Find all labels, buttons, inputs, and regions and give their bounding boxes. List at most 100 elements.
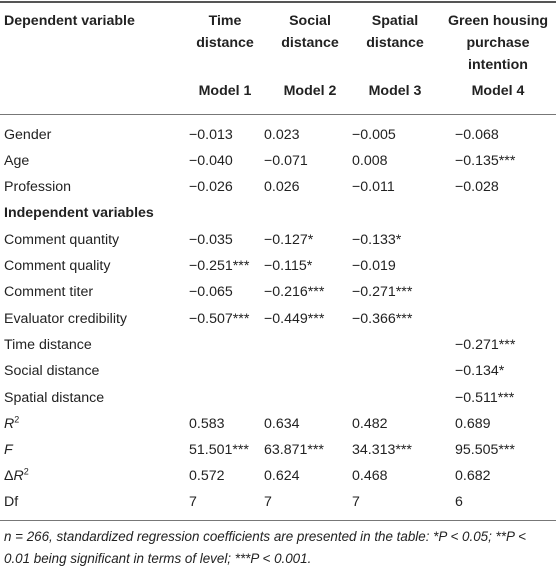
table-row: Social distance −0.134* xyxy=(0,358,556,384)
f-label: F xyxy=(4,442,13,458)
row-label: Profession xyxy=(4,179,72,195)
row-label-f: F xyxy=(4,437,13,463)
cell-model1: −0.035 xyxy=(189,232,233,248)
header-model1: Model 1 xyxy=(198,83,252,99)
table-row: Comment quantity −0.035 −0.127* −0.133* xyxy=(0,227,556,253)
table-row: R2 0.583 0.634 0.482 0.689 xyxy=(0,411,556,437)
header-col2-line2: distance xyxy=(281,35,339,51)
header-col3-title: Spatial distance xyxy=(350,10,440,54)
header-model3: Model 3 xyxy=(368,83,422,99)
cell-model3: 7 xyxy=(352,494,360,510)
dr2-sup: 2 xyxy=(23,466,29,477)
table-row: Comment titer −0.065 −0.216*** −0.271*** xyxy=(0,279,556,305)
header-col2-line1: Social xyxy=(289,13,331,29)
header-col3-line2: distance xyxy=(366,35,424,51)
row-label: Social distance xyxy=(4,363,100,379)
cell-model4: −0.028 xyxy=(455,179,499,195)
cell-model3: −0.011 xyxy=(352,179,395,195)
table-row: Time distance −0.271*** xyxy=(0,332,556,358)
cell-model4: 95.505*** xyxy=(455,442,515,458)
cell-model1: −0.040 xyxy=(189,153,233,169)
cell-model3: −0.271*** xyxy=(352,284,413,300)
section-heading: Independent variables xyxy=(4,205,154,221)
cell-model3: −0.366*** xyxy=(352,311,413,327)
dr2-base: R xyxy=(13,468,24,484)
row-label-delta-r2: ΔR2 xyxy=(4,463,29,489)
row-label: Age xyxy=(4,153,30,169)
cell-model3: −0.005 xyxy=(352,127,396,143)
cell-model1: 0.572 xyxy=(189,468,225,484)
cell-model1: −0.013 xyxy=(189,127,233,143)
row-label: Comment quantity xyxy=(4,232,120,248)
cell-model3: 34.313*** xyxy=(352,442,412,458)
cell-model4: −0.511*** xyxy=(455,390,515,406)
cell-model2: −0.071 xyxy=(264,153,308,169)
row-label: Spatial distance xyxy=(4,390,105,406)
cell-model2: −0.115* xyxy=(264,258,313,274)
table-row: Profession −0.026 0.026 −0.011 −0.028 xyxy=(0,174,556,200)
cell-model4: −0.134* xyxy=(455,363,505,379)
header-col1-title: Time distance xyxy=(185,10,265,54)
row-label: Time distance xyxy=(4,337,92,353)
cell-model2: 0.026 xyxy=(264,179,300,195)
cell-model4: −0.068 xyxy=(455,127,499,143)
cell-model1: 0.583 xyxy=(189,416,225,432)
cell-model4: −0.271*** xyxy=(455,337,516,353)
table-top-rule xyxy=(0,1,556,3)
table-row: Evaluator credibility −0.507*** −0.449**… xyxy=(0,306,556,332)
row-label-r2: R2 xyxy=(4,411,19,437)
cell-model2: 63.871*** xyxy=(264,442,324,458)
row-label: Df xyxy=(4,494,19,510)
row-label: Comment quality xyxy=(4,258,111,274)
cell-model1: 51.501*** xyxy=(189,442,249,458)
cell-model3: 0.008 xyxy=(352,153,388,169)
cell-model3: −0.133* xyxy=(352,232,402,248)
section-heading-row: Independent variables xyxy=(0,200,556,226)
r2-base: R xyxy=(4,416,15,432)
header-col1-line1: Time xyxy=(208,13,242,29)
cell-model3: −0.019 xyxy=(352,258,396,274)
header-col4-title: Green housing purchase intention xyxy=(440,10,556,76)
cell-model1: −0.507*** xyxy=(189,311,250,327)
cell-model4: −0.135*** xyxy=(455,153,516,169)
table-row: Gender −0.013 0.023 −0.005 −0.068 xyxy=(0,122,556,148)
header-col3-line1: Spatial xyxy=(371,13,419,29)
cell-model3: 0.482 xyxy=(352,416,388,432)
table-row: Comment quality −0.251*** −0.115* −0.019 xyxy=(0,253,556,279)
header-col4-line1: Green housing xyxy=(447,13,549,29)
cell-model2: 0.634 xyxy=(264,416,300,432)
cell-model3: 0.468 xyxy=(352,468,388,484)
header-model4: Model 4 xyxy=(471,83,525,99)
table-row: F 51.501*** 63.871*** 34.313*** 95.505**… xyxy=(0,437,556,463)
cell-model1: −0.026 xyxy=(189,179,233,195)
table-row: Df 7 7 7 6 xyxy=(0,489,556,515)
cell-model2: −0.127* xyxy=(264,232,314,248)
table-row: ΔR2 0.572 0.624 0.468 0.682 xyxy=(0,463,556,489)
delta-symbol: Δ xyxy=(4,468,14,484)
cell-model1: −0.065 xyxy=(189,284,233,300)
header-model2: Model 2 xyxy=(283,83,337,99)
row-label: Evaluator credibility xyxy=(4,311,128,327)
header-dependent-variable: Dependent variable xyxy=(4,13,135,29)
cell-model2: 7 xyxy=(264,494,272,510)
cell-model1: 7 xyxy=(189,494,197,510)
cell-model2: 0.624 xyxy=(264,468,300,484)
header-bottom-rule xyxy=(0,114,556,115)
cell-model2: 0.023 xyxy=(264,127,300,143)
header-col4-line3: intention xyxy=(468,57,528,73)
table-row: Age −0.040 −0.071 0.008 −0.135*** xyxy=(0,148,556,174)
cell-model2: −0.216*** xyxy=(264,284,325,300)
header-col2-title: Social distance xyxy=(265,10,355,54)
cell-model1: −0.251*** xyxy=(189,258,250,274)
cell-model2: −0.449*** xyxy=(264,311,325,327)
cell-model4: 6 xyxy=(455,494,463,510)
row-label: Gender xyxy=(4,127,52,143)
cell-model4: 0.682 xyxy=(455,468,491,484)
r2-sup: 2 xyxy=(14,414,20,425)
header-col1-line2: distance xyxy=(196,35,254,51)
cell-model4: 0.689 xyxy=(455,416,491,432)
header-col4-line2: purchase xyxy=(466,35,530,51)
table-bottom-rule xyxy=(0,520,556,521)
row-label: Comment titer xyxy=(4,284,94,300)
table-row: Spatial distance −0.511*** xyxy=(0,385,556,411)
